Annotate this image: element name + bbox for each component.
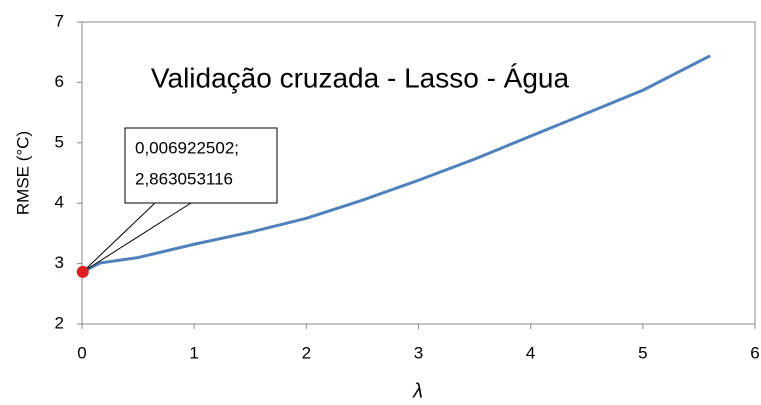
x-tick-label: 4 bbox=[526, 343, 535, 362]
x-tick-label: 3 bbox=[414, 343, 423, 362]
data-label: 0,006922502; bbox=[135, 138, 239, 157]
x-tick-label: 2 bbox=[302, 343, 311, 362]
y-tick-label: 5 bbox=[55, 132, 64, 151]
y-tick-label: 2 bbox=[55, 313, 64, 332]
callout-box bbox=[124, 127, 278, 204]
y-tick-label: 7 bbox=[55, 11, 64, 30]
data-label: 2,863053116 bbox=[135, 169, 233, 188]
line bbox=[82, 54, 711, 274]
x-tick-label: 5 bbox=[638, 343, 647, 362]
y-axis-label: RMSE (°C) bbox=[13, 131, 32, 215]
x-axis-label: λ bbox=[412, 380, 423, 402]
callout-line bbox=[82, 202, 192, 273]
x-tick-label: 1 bbox=[189, 343, 198, 362]
x-tick-label: 6 bbox=[750, 343, 759, 362]
y-tick-label: 6 bbox=[55, 72, 64, 91]
y-tick-label: 3 bbox=[55, 253, 64, 272]
x-tick-label: 0 bbox=[77, 343, 86, 362]
y-tick-label: 4 bbox=[55, 193, 64, 212]
callout-line bbox=[82, 202, 156, 273]
chart-title: Validação cruzada - Lasso - Água bbox=[151, 62, 570, 93]
highlight-point bbox=[76, 265, 89, 278]
